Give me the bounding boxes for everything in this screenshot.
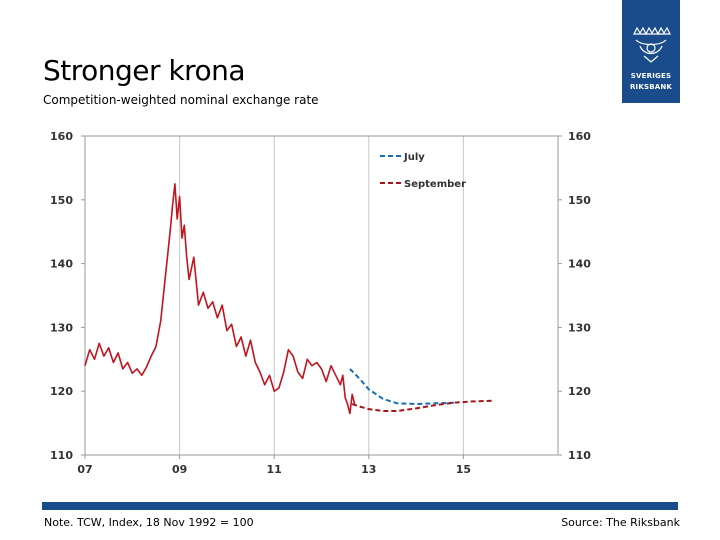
riksbank-logo: SVERIGES RIKSBANK <box>622 0 680 103</box>
series-line-2 <box>351 399 492 412</box>
logo-line-1: SVERIGES <box>630 72 672 80</box>
x-tick-label: 09 <box>172 463 187 476</box>
crowns-emblem-icon <box>633 26 671 63</box>
y-tick-label-right: 110 <box>568 449 591 462</box>
y-tick-label-right: 140 <box>568 258 591 271</box>
x-tick-label: 13 <box>361 463 376 476</box>
slide-subtitle: Competition-weighted nominal exchange ra… <box>43 93 319 107</box>
y-tick-label-left: 130 <box>50 321 73 334</box>
y-tick-label-right: 150 <box>568 194 591 207</box>
x-tick-label: 11 <box>267 463 282 476</box>
series-line-1 <box>349 368 454 405</box>
source-note: Source: The Riksbank <box>561 516 680 529</box>
footnote: Note. TCW, Index, 18 Nov 1992 = 100 <box>44 516 254 529</box>
legend-label: July <box>403 152 425 163</box>
legend-label: September <box>404 179 466 190</box>
y-tick-label-left: 140 <box>50 258 73 271</box>
y-tick-label-left: 150 <box>50 194 73 207</box>
footer-bar <box>42 502 678 510</box>
x-tick-label: 07 <box>77 463 92 476</box>
y-tick-label-left: 160 <box>50 130 73 143</box>
y-tick-label-left: 120 <box>50 385 73 398</box>
y-tick-label-right: 130 <box>568 321 591 334</box>
exchange-rate-chart: 110 110 120 120 130 130 140 140 150 150 160 160 07 09… <box>50 130 591 476</box>
slide-title: Stronger krona <box>43 54 246 87</box>
plot-frame <box>84 135 559 456</box>
y-tick-label-left: 110 <box>50 449 73 462</box>
series-line-0 <box>84 183 356 415</box>
y-tick-label-right: 120 <box>568 385 591 398</box>
y-tick-label-right: 160 <box>568 130 591 143</box>
x-tick-label: 15 <box>456 463 471 476</box>
logo-line-2: RIKSBANK <box>629 83 673 91</box>
